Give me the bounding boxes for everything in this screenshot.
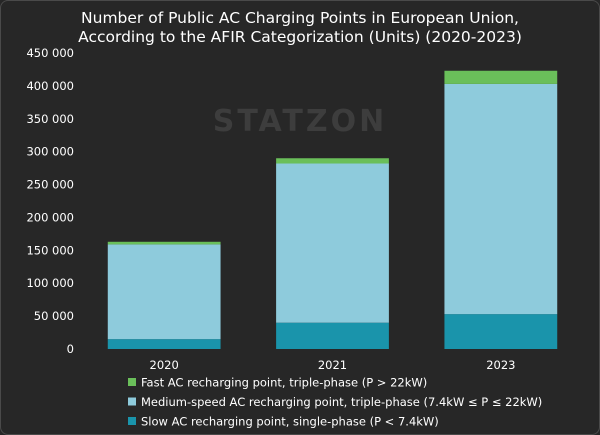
legend: Fast AC recharging point, triple-phase (… — [128, 376, 542, 429]
bars — [107, 70, 558, 349]
legend-swatch — [128, 417, 136, 425]
bar-segment-2023-series-1 — [444, 83, 558, 315]
x-tick-label: 2023 — [486, 358, 515, 372]
bar-segment-2023-series-0 — [444, 314, 558, 349]
bar-segment-2020-series-1 — [107, 244, 221, 340]
y-tick-label: 300 000 — [26, 145, 74, 159]
chart-title-line-2: According to the AFIR Categorization (Un… — [78, 28, 522, 46]
bar-segment-2021-series-1 — [276, 163, 389, 323]
bar-segment-2023-series-2 — [444, 70, 558, 84]
y-tick-label: 350 000 — [26, 112, 74, 126]
legend-label: Fast AC recharging point, triple-phase (… — [141, 376, 427, 390]
y-tick-label: 450 000 — [26, 46, 74, 60]
y-tick-label: 50 000 — [34, 309, 74, 323]
y-tick-label: 0 — [67, 342, 74, 356]
y-tick-label: 400 000 — [26, 79, 74, 93]
x-tick-label: 2020 — [150, 358, 179, 372]
bar-segment-2021-series-0 — [276, 322, 389, 349]
legend-swatch — [128, 397, 136, 406]
x-tick-label: 2021 — [318, 358, 347, 372]
chart-title-line-1: Number of Public AC Charging Points in E… — [81, 9, 519, 27]
bar-segment-2020-series-2 — [107, 241, 221, 245]
legend-label: Slow AC recharging point, single-phase (… — [141, 415, 439, 429]
y-tick-label: 200 000 — [26, 210, 74, 224]
bar-segment-2020-series-0 — [107, 339, 221, 349]
legend-label: Medium-speed AC recharging point, triple… — [141, 395, 542, 409]
watermark-logo: STATZON — [213, 104, 387, 139]
legend-swatch — [128, 378, 136, 386]
y-axis: 0 50 000 100 000 150 000 200 000 250 000 300 0… — [26, 46, 74, 356]
y-tick-label: 100 000 — [26, 276, 74, 290]
x-axis: 2020 2021 2023 — [150, 358, 516, 372]
y-tick-label: 150 000 — [26, 243, 74, 257]
bar-segment-2021-series-2 — [276, 158, 389, 164]
y-tick-label: 250 000 — [26, 178, 74, 192]
